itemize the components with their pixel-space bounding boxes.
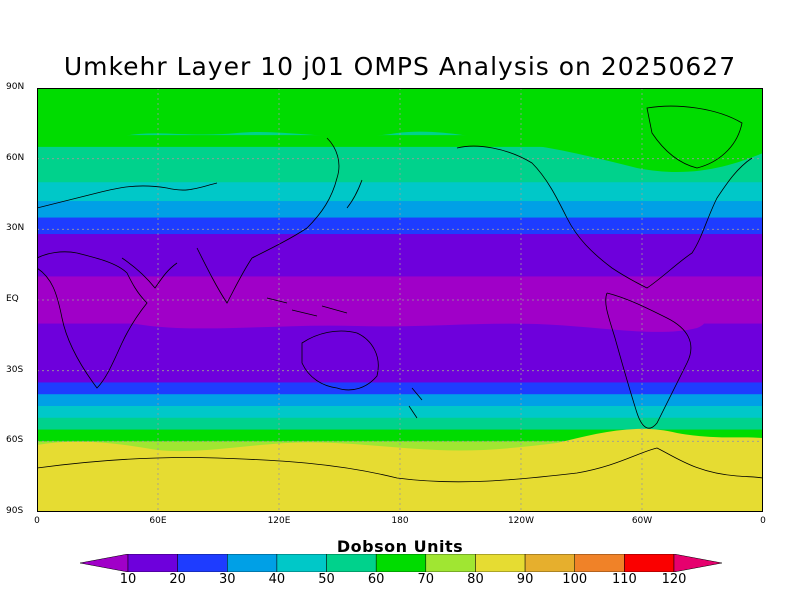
ozone-band <box>37 182 763 202</box>
ozone-band <box>37 347 763 367</box>
equatorial-max-region <box>105 288 705 332</box>
coastline-new-zealand <box>408 387 423 419</box>
ozone-band <box>37 406 763 419</box>
x-tick-label: 120E <box>267 516 291 526</box>
coastline-japan <box>346 179 363 209</box>
coastlines <box>37 105 763 483</box>
colorbar-swatch <box>326 554 377 572</box>
ozone-map <box>37 88 763 512</box>
colorbar-low-arrow <box>80 554 129 572</box>
colorbar-tick-label: 70 <box>417 572 435 587</box>
coastline-indonesia <box>266 297 348 317</box>
coastline-australia <box>301 330 379 391</box>
colorbar-swatch <box>177 554 228 572</box>
colorbar-title: Dobson Units <box>336 537 464 556</box>
colorbar-swatch <box>624 554 675 572</box>
x-tick-label: 60E <box>149 516 167 526</box>
contour-shapes <box>37 88 763 512</box>
colorbar-swatch <box>574 554 625 572</box>
colorbar-tick-label: 20 <box>169 572 186 587</box>
x-tick-label: 0 <box>760 516 766 526</box>
colorbar-high-arrow <box>673 554 722 572</box>
map-title: Umkehr Layer 10 j01 OMPS Analysis on 202… <box>63 52 737 81</box>
coastline-europe <box>37 182 218 209</box>
colorbar-swatch <box>375 554 427 572</box>
colorbar-tick-label: 90 <box>516 572 534 587</box>
graticule <box>37 88 763 512</box>
colorbar-swatch <box>276 554 327 572</box>
colorbar-swatch <box>475 554 526 572</box>
colorbar-tick-label: 80 <box>467 572 484 587</box>
coastline-greenland <box>646 105 743 169</box>
map-border <box>37 88 763 512</box>
coastline-india <box>196 247 253 304</box>
colorbar <box>80 554 722 572</box>
y-tick-label: 60S <box>6 435 24 446</box>
x-tick-label: 0 <box>34 516 40 526</box>
colorbar-tick-label: 50 <box>318 572 335 587</box>
arctic-green-region <box>37 88 763 173</box>
y-tick-label: 90N <box>6 82 25 92</box>
x-tick-label: 120W <box>507 516 535 526</box>
antarctic-yellow-region <box>37 428 763 512</box>
coastline-north-america <box>456 145 753 289</box>
colorbar-swatch <box>524 554 575 572</box>
map-frame <box>37 88 763 512</box>
colorbar-swatch <box>227 554 278 572</box>
colorbar-tick-label: 60 <box>367 572 385 587</box>
colorbar-tick-label: 110 <box>611 572 637 587</box>
y-tick-label: 60N <box>6 152 25 163</box>
coastline-east-asia <box>251 137 340 259</box>
coastline-arabia <box>121 257 178 289</box>
colorbar-tick-label: 40 <box>268 572 286 587</box>
colorbar-swatch <box>127 554 178 572</box>
colorbar-swatch <box>425 554 476 572</box>
colorbar-tick-label: 100 <box>562 572 588 587</box>
colorbar-tick-label: 30 <box>218 572 236 587</box>
y-tick-label: 90S <box>6 506 24 516</box>
coastline-south-america <box>605 292 692 429</box>
y-tick-label: 30N <box>6 223 25 234</box>
x-tick-label: 180 <box>391 516 409 526</box>
ozone-band <box>37 394 763 407</box>
colorbar-tick-label: 120 <box>661 572 687 587</box>
y-tick-label: EQ <box>6 294 19 304</box>
colorbar-tick-label: 10 <box>119 572 137 587</box>
x-tick-label: 60W <box>631 516 653 526</box>
coastline-antarctica <box>37 447 763 483</box>
coastline-africa <box>37 251 148 389</box>
ozone-band <box>37 217 763 235</box>
y-tick-label: 30S <box>6 364 24 375</box>
